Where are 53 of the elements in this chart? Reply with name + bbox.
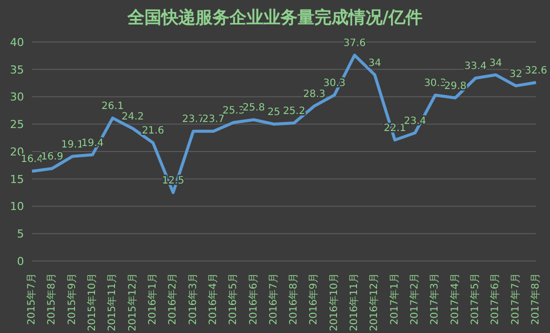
data-label: 23.7 [202, 114, 225, 126]
data-label: 29.8 [444, 80, 466, 92]
y-tick-label: 10 [10, 200, 24, 214]
y-tick-label: 40 [10, 36, 24, 49]
y-tick-label: 30 [10, 90, 24, 104]
data-label: 32 [509, 68, 522, 80]
x-tick-label: 2016年3月 [186, 273, 199, 325]
x-tick-label: 2016年2月 [166, 273, 179, 325]
x-tick-label: 2016年8月 [288, 273, 300, 325]
x-tick-label: 2016年11月 [348, 273, 360, 332]
x-tick-label: 2016年9月 [308, 273, 320, 325]
x-tick-label: 2017年8月 [530, 273, 542, 325]
x-tick-label: 2015年9月 [66, 273, 78, 325]
y-tick-label: 5 [17, 228, 24, 241]
x-tick-label: 2016年6月 [247, 273, 260, 325]
x-tick-label: 2017年1月 [388, 273, 400, 325]
x-tick-label: 2016年7月 [267, 273, 280, 325]
data-label: 33.4 [464, 61, 487, 72]
y-tick-label: 25 [10, 118, 24, 132]
data-label: 37.6 [343, 38, 366, 50]
data-label: 34 [368, 58, 382, 69]
x-tick-label: 2017年5月 [469, 273, 482, 325]
data-label: 32.6 [524, 66, 548, 77]
data-label: 28.3 [303, 89, 326, 100]
x-tick-label: 2016年12月 [368, 273, 380, 332]
data-label: 25.8 [242, 102, 265, 114]
x-tick-label: 2015年7月 [26, 273, 38, 325]
x-tick-label: 2016年4月 [206, 273, 219, 325]
x-tick-label: 2017年6月 [489, 273, 502, 325]
data-label: 16.9 [41, 151, 64, 162]
x-tick-label: 2015年11月 [106, 273, 118, 332]
x-tick-label: 2017年3月 [428, 273, 441, 325]
chart-title: 全国快递服务企业业务量完成情况/亿件 [126, 7, 424, 29]
data-label: 19.1 [61, 139, 84, 150]
data-label: 21.6 [142, 126, 164, 137]
y-tick-label: 0 [17, 254, 24, 268]
x-tick-label: 2016年5月 [227, 273, 240, 325]
x-tick-label: 2015年10月 [86, 273, 98, 332]
x-tick-label: 2015年8月 [46, 273, 58, 325]
x-tick-label: 2016年10月 [328, 273, 340, 332]
x-tick-label: 2015年12月 [126, 273, 138, 332]
x-tick-label: 2017年4月 [448, 273, 461, 325]
data-label: 16.4 [20, 154, 44, 166]
data-label: 24.2 [122, 112, 144, 123]
x-tick-label: 2016年1月 [146, 273, 158, 325]
data-label: 25.2 [282, 106, 306, 118]
data-label: 34 [489, 58, 502, 69]
y-tick-label: 35 [10, 63, 24, 76]
data-label: 26.1 [102, 101, 124, 112]
y-tick-label: 15 [10, 172, 24, 186]
data-label: 25 [268, 107, 280, 118]
x-tick-label: 2017年7月 [509, 273, 522, 325]
x-tick-label: 2017年2月 [408, 273, 421, 325]
